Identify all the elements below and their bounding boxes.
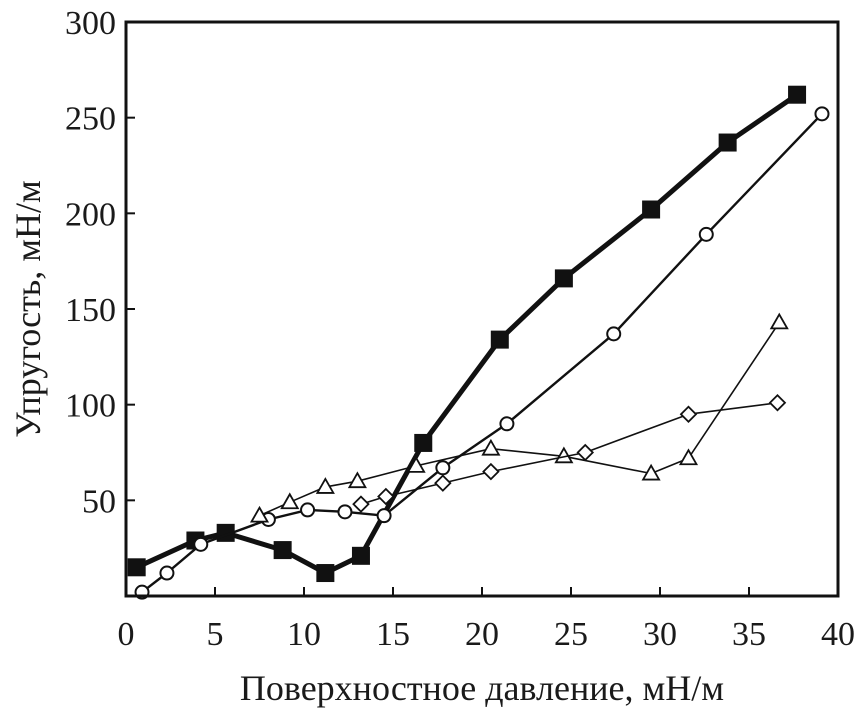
x-tick-label: 30 [643, 616, 677, 653]
data-point-open-circle [435, 460, 451, 476]
x-tick-label: 5 [207, 616, 224, 653]
data-point-filled-square [490, 330, 509, 349]
y-tick-label: 50 [82, 483, 116, 520]
data-point-filled-square [351, 546, 370, 565]
data-point-filled-square [788, 85, 807, 104]
x-tick-label: 40 [821, 616, 855, 653]
data-point-open-circle [300, 502, 316, 518]
series-open-circle [134, 106, 830, 600]
series-filled-square [127, 85, 807, 583]
data-point-open-diamond [768, 393, 787, 412]
data-point-open-triangle [641, 463, 661, 481]
data-point-open-diamond [482, 462, 500, 481]
data-point-open-diamond [434, 474, 452, 492]
data-point-open-circle [814, 106, 830, 122]
series-open-triangle [249, 312, 789, 523]
y-tick-label: 150 [65, 292, 116, 329]
x-tick-label: 35 [732, 616, 766, 653]
data-point-open-circle [499, 416, 515, 432]
data-point-open-triangle [406, 456, 426, 473]
y-tick-label: 100 [65, 388, 116, 425]
data-point-open-diamond [576, 443, 595, 462]
data-point-open-circle [159, 565, 175, 581]
x-tick-label: 15 [376, 616, 410, 653]
data-point-open-triangle [280, 492, 300, 510]
y-tick-label: 300 [65, 5, 116, 42]
data-point-filled-square [642, 200, 661, 219]
series-line [141, 112, 823, 594]
data-point-open-triangle [481, 438, 501, 456]
x-tick-label: 20 [465, 616, 499, 653]
data-point-filled-square [414, 433, 433, 452]
data-point-filled-square [127, 558, 146, 577]
series-line [259, 321, 780, 517]
data-point-open-triangle [249, 505, 270, 523]
data-point-open-diamond [352, 495, 370, 513]
data-point-open-triangle [678, 448, 699, 466]
data-point-open-triangle [347, 471, 367, 489]
plot-frame [124, 20, 840, 598]
series-layer [127, 85, 830, 600]
series-open-diamond [352, 393, 787, 513]
data-point-filled-square [316, 564, 335, 583]
data-point-filled-square [718, 133, 737, 152]
data-point-open-diamond [679, 405, 698, 424]
tick-layer: 0 5 10 15 20 25 30 35 40 50 100 150 200 250 300 [65, 5, 855, 653]
data-point-open-triangle [315, 477, 335, 494]
data-point-open-diamond [377, 487, 395, 506]
data-point-filled-square [554, 269, 573, 288]
x-tick-label: 25 [554, 616, 588, 653]
y-tick-label: 200 [65, 196, 116, 233]
y-axis-title: Упругость, мН/м [8, 180, 48, 438]
x-tick-label: 0 [118, 616, 135, 653]
x-tick-label: 10 [287, 616, 321, 653]
data-point-open-circle [698, 226, 714, 242]
data-point-open-circle [376, 508, 392, 524]
data-point-open-triangle [769, 312, 789, 330]
data-point-open-circle [337, 504, 353, 520]
y-tick-label: 250 [65, 101, 116, 138]
data-point-filled-square [273, 541, 292, 560]
data-point-open-circle [606, 326, 622, 342]
series-line [135, 92, 799, 576]
data-point-open-circle [193, 536, 209, 552]
x-axis-title: Поверхностное давление, мН/м [240, 668, 724, 708]
